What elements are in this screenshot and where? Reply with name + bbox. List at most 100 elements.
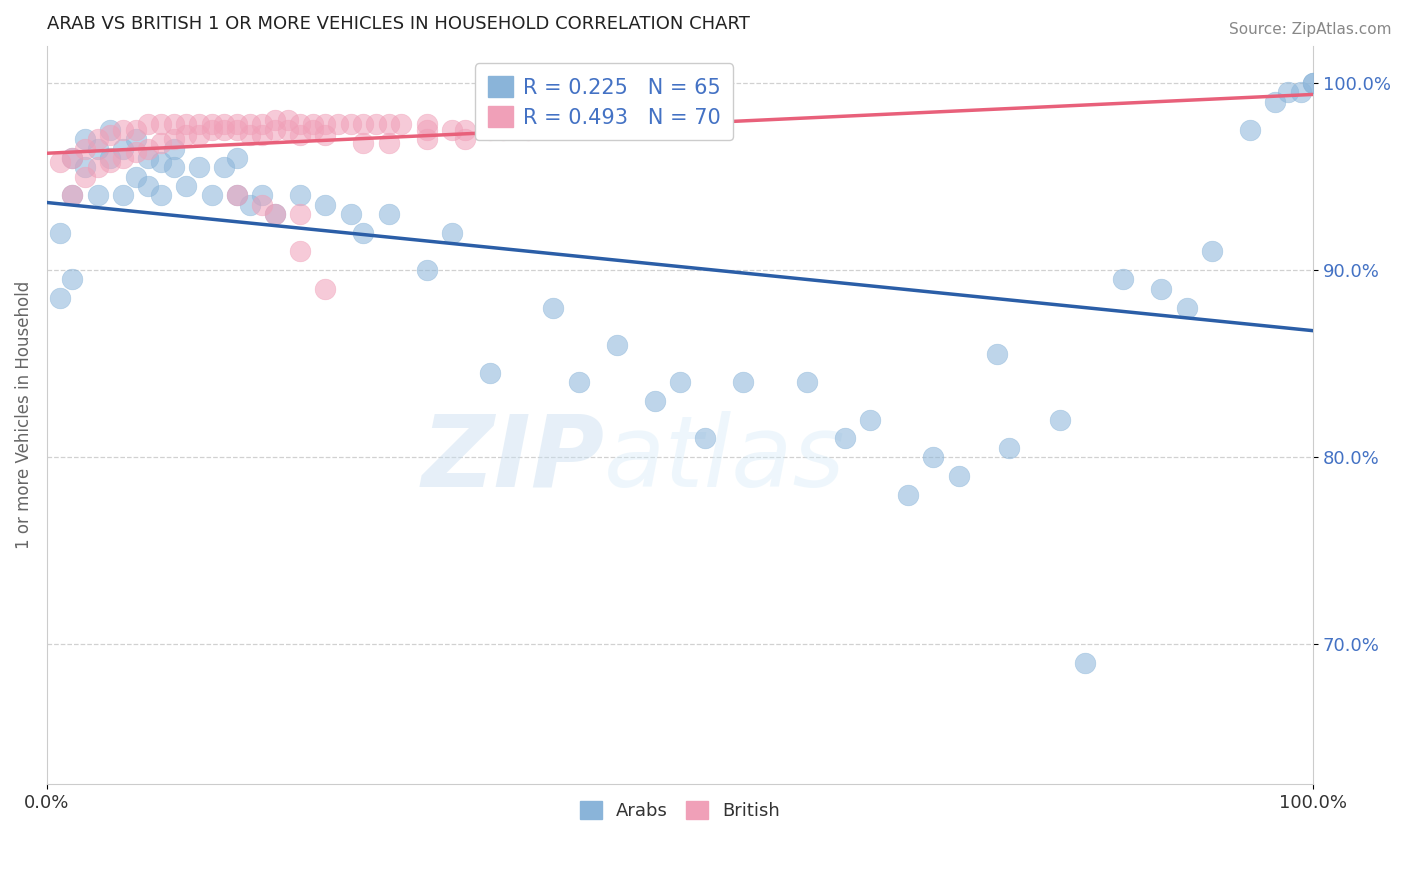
Point [1112, 272, 1135, 286]
Point [517, 123, 540, 137]
Point [315, 282, 337, 296]
Point [98, 123, 121, 137]
Point [48, 291, 70, 305]
Point [948, 468, 970, 483]
Point [60, 188, 83, 202]
Point [922, 450, 945, 464]
Point [238, 117, 260, 131]
Point [60, 188, 83, 202]
Point [111, 188, 134, 202]
Point [301, 117, 323, 131]
Point [111, 142, 134, 156]
Point [86, 160, 108, 174]
Point [86, 188, 108, 202]
Point [288, 207, 311, 221]
Point [593, 117, 616, 131]
Point [986, 347, 1008, 361]
Point [288, 188, 311, 202]
Point [73, 142, 96, 156]
Point [353, 117, 375, 131]
Point [366, 117, 388, 131]
Point [568, 376, 591, 390]
Legend: Arabs, British: Arabs, British [572, 793, 787, 827]
Point [568, 117, 591, 131]
Point [225, 151, 247, 165]
Point [124, 169, 146, 184]
Point [225, 188, 247, 202]
Point [606, 117, 628, 131]
Text: ZIP: ZIP [422, 411, 605, 508]
Point [644, 394, 666, 409]
Point [136, 151, 159, 165]
Point [416, 132, 439, 146]
Point [263, 207, 285, 221]
Point [111, 151, 134, 165]
Point [48, 226, 70, 240]
Text: atlas: atlas [605, 411, 846, 508]
Point [441, 226, 464, 240]
Point [378, 117, 401, 131]
Point [276, 123, 298, 137]
Point [263, 113, 285, 128]
Point [174, 128, 197, 143]
Point [492, 123, 515, 137]
Point [340, 117, 363, 131]
Point [315, 117, 337, 131]
Point [695, 432, 717, 446]
Point [288, 244, 311, 259]
Point [263, 123, 285, 137]
Point [288, 117, 311, 131]
Point [238, 128, 260, 143]
Point [1049, 413, 1071, 427]
Point [353, 226, 375, 240]
Point [149, 154, 172, 169]
Point [225, 117, 247, 131]
Point [162, 132, 184, 146]
Point [60, 151, 83, 165]
Point [288, 128, 311, 143]
Point [834, 432, 856, 446]
Point [416, 263, 439, 277]
Point [174, 117, 197, 131]
Point [200, 188, 222, 202]
Point [1175, 301, 1198, 315]
Point [98, 128, 121, 143]
Point [276, 113, 298, 128]
Point [86, 132, 108, 146]
Point [796, 376, 818, 390]
Point [1289, 86, 1312, 100]
Point [543, 117, 565, 131]
Point [1074, 656, 1097, 670]
Point [1239, 123, 1261, 137]
Point [73, 169, 96, 184]
Point [315, 128, 337, 143]
Point [149, 136, 172, 150]
Point [136, 178, 159, 193]
Point [1201, 244, 1223, 259]
Point [187, 117, 209, 131]
Point [48, 154, 70, 169]
Point [162, 117, 184, 131]
Point [669, 376, 692, 390]
Point [1302, 76, 1324, 90]
Point [212, 117, 235, 131]
Point [378, 136, 401, 150]
Point [479, 366, 502, 380]
Point [315, 197, 337, 211]
Point [479, 123, 502, 137]
Point [225, 123, 247, 137]
Point [441, 123, 464, 137]
Point [250, 197, 273, 211]
Point [73, 132, 96, 146]
Point [340, 207, 363, 221]
Point [250, 117, 273, 131]
Point [454, 132, 477, 146]
Point [187, 160, 209, 174]
Point [60, 272, 83, 286]
Point [897, 487, 920, 501]
Point [136, 117, 159, 131]
Point [733, 376, 755, 390]
Point [73, 160, 96, 174]
Point [162, 160, 184, 174]
Point [391, 117, 413, 131]
